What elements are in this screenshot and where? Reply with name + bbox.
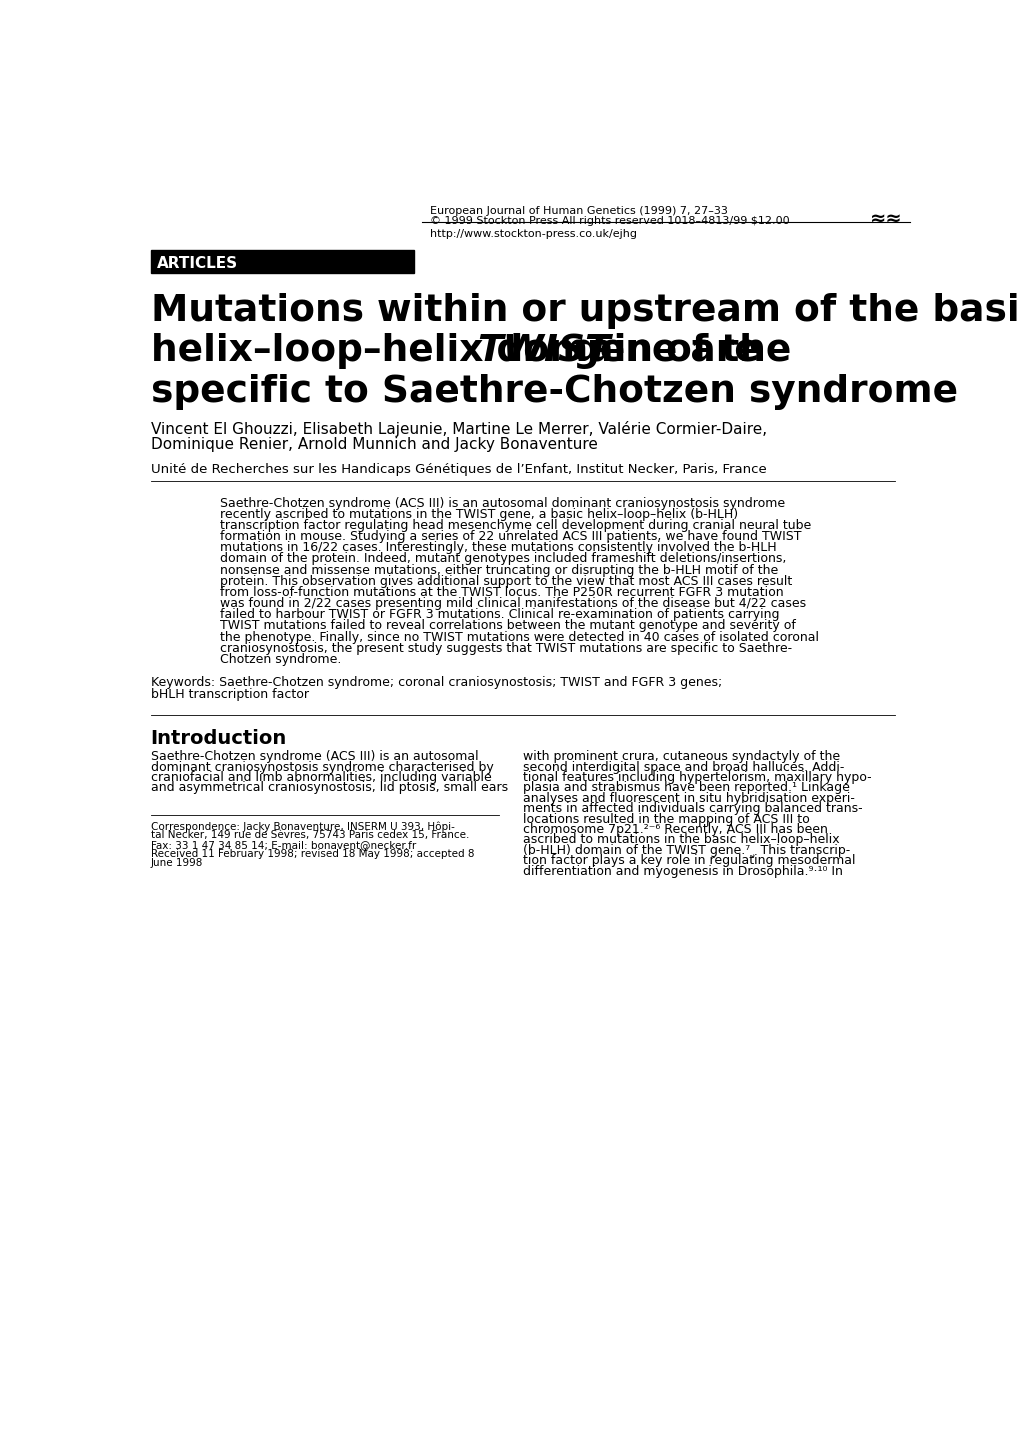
Text: Correspondence: Jacky Bonaventure, INSERM U 393, Hôpi-: Correspondence: Jacky Bonaventure, INSER…: [151, 821, 454, 831]
Text: differentiation and myogenesis in Drosophila.⁹·¹⁰ In: differentiation and myogenesis in Drosop…: [522, 864, 842, 877]
Text: analyses and fluorescent in situ hybridisation experi-: analyses and fluorescent in situ hybridi…: [522, 792, 854, 805]
Text: Mutations within or upstream of the basic: Mutations within or upstream of the basi…: [151, 293, 1019, 329]
Bar: [151, 250, 414, 273]
Text: Vincent El Ghouzzi, Elisabeth Lajeunie, Martine Le Merrer, Valérie Cormier-Daire: Vincent El Ghouzzi, Elisabeth Lajeunie, …: [151, 421, 766, 437]
Text: domain of the protein. Indeed, mutant genotypes included frameshift deletions/in: domain of the protein. Indeed, mutant ge…: [220, 553, 786, 566]
Text: from loss-of-function mutations at the TWIST locus. The P250R recurrent FGFR 3 m: from loss-of-function mutations at the T…: [220, 586, 784, 599]
Text: nonsense and missense mutations, either truncating or disrupting the b-HLH motif: nonsense and missense mutations, either …: [220, 564, 777, 577]
Text: (b-HLH) domain of the TWIST gene.⁷¸ This transcrip-: (b-HLH) domain of the TWIST gene.⁷¸ This…: [522, 844, 849, 857]
Text: Keywords: Saethre-Chotzen syndrome; coronal craniosynostosis; TWIST and FGFR 3 g: Keywords: Saethre-Chotzen syndrome; coro…: [151, 677, 721, 690]
Text: and asymmetrical craniosynostosis, lid ptosis, small ears: and asymmetrical craniosynostosis, lid p…: [151, 782, 507, 795]
Text: dominant craniosynostosis syndrome characterised by: dominant craniosynostosis syndrome chara…: [151, 760, 493, 773]
Text: Saethre-Chotzen syndrome (ACS III) is an autosomal: Saethre-Chotzen syndrome (ACS III) is an…: [151, 750, 478, 763]
Text: failed to harbour TWIST or FGFR 3 mutations. Clinical re-examination of patients: failed to harbour TWIST or FGFR 3 mutati…: [220, 608, 780, 620]
Text: tional features including hypertelorism, maxillary hypo-: tional features including hypertelorism,…: [522, 771, 870, 784]
Text: Received 11 February 1998; revised 18 May 1998; accepted 8: Received 11 February 1998; revised 18 Ma…: [151, 848, 474, 859]
Text: mutations in 16/22 cases. Interestingly, these mutations consistently involved t: mutations in 16/22 cases. Interestingly,…: [220, 541, 776, 554]
Text: Introduction: Introduction: [151, 729, 286, 747]
Text: was found in 2/22 cases presenting mild clinical manifestations of the disease b: was found in 2/22 cases presenting mild …: [220, 597, 806, 610]
Text: TWIST: TWIST: [477, 333, 610, 369]
Text: June 1998: June 1998: [151, 859, 203, 869]
Text: craniofacial and limb abnormalities, including variable: craniofacial and limb abnormalities, inc…: [151, 771, 491, 784]
Text: http://www.stockton-press.co.uk/ejhg: http://www.stockton-press.co.uk/ejhg: [429, 228, 636, 238]
Text: tal Necker, 149 rue de Sèvres, 75743 Paris cedex 15, France.: tal Necker, 149 rue de Sèvres, 75743 Par…: [151, 830, 469, 840]
Text: locations resulted in the mapping of ACS III to: locations resulted in the mapping of ACS…: [522, 812, 809, 825]
Text: with prominent crura, cutaneous syndactyly of the: with prominent crura, cutaneous syndacty…: [522, 750, 839, 763]
Text: craniosynostosis, the present study suggests that TWIST mutations are specific t: craniosynostosis, the present study sugg…: [220, 642, 792, 655]
Text: Unité de Recherches sur les Handicaps Génétiques de l’Enfant, Institut Necker, P: Unité de Recherches sur les Handicaps Gé…: [151, 463, 765, 476]
Text: Saethre-Chotzen syndrome (ACS III) is an autosomal dominant craniosynostosis syn: Saethre-Chotzen syndrome (ACS III) is an…: [220, 496, 785, 509]
Text: TWIST mutations failed to reveal correlations between the mutant genotype and se: TWIST mutations failed to reveal correla…: [220, 619, 796, 632]
Text: second interdigital space and broad halluces. Addi-: second interdigital space and broad hall…: [522, 760, 844, 773]
Text: formation in mouse. Studying a series of 22 unrelated ACS III patients, we have : formation in mouse. Studying a series of…: [220, 530, 801, 543]
Text: chromosome 7p21.²⁻⁶ Recently, ACS III has been: chromosome 7p21.²⁻⁶ Recently, ACS III ha…: [522, 823, 826, 835]
Text: helix–loop–helix domain of the: helix–loop–helix domain of the: [151, 333, 803, 369]
Text: ARTICLES: ARTICLES: [157, 255, 237, 270]
Text: specific to Saethre-Chotzen syndrome: specific to Saethre-Chotzen syndrome: [151, 374, 957, 410]
Text: tion factor plays a key role in regulating mesodermal: tion factor plays a key role in regulati…: [522, 854, 854, 867]
Text: Fax: 33 1 47 34 85 14; E-mail: bonavent@necker.fr: Fax: 33 1 47 34 85 14; E-mail: bonavent@…: [151, 840, 416, 850]
Text: plasia and strabismus have been reported.¹ Linkage: plasia and strabismus have been reported…: [522, 782, 849, 795]
Text: Chotzen syndrome.: Chotzen syndrome.: [220, 652, 341, 665]
Text: the phenotype. Finally, since no TWIST mutations were detected in 40 cases of is: the phenotype. Finally, since no TWIST m…: [220, 631, 818, 644]
Text: gene are: gene are: [559, 333, 759, 369]
Text: transcription factor regulating head mesenchyme cell development during cranial : transcription factor regulating head mes…: [220, 519, 811, 532]
Text: European Journal of Human Genetics (1999) 7, 27–33: European Journal of Human Genetics (1999…: [429, 205, 727, 215]
Text: ments in affected individuals carrying balanced trans-: ments in affected individuals carrying b…: [522, 802, 861, 815]
Text: © 1999 Stockton Press All rights reserved 1018–4813/99 $12.00: © 1999 Stockton Press All rights reserve…: [429, 215, 789, 225]
Text: bHLH transcription factor: bHLH transcription factor: [151, 687, 309, 700]
Text: ascribed to mutations in the basic helix–loop–helix: ascribed to mutations in the basic helix…: [522, 834, 839, 847]
Text: protein. This observation gives additional support to the view that most ACS III: protein. This observation gives addition…: [220, 574, 792, 587]
Text: recently ascribed to mutations in the TWIST gene, a basic helix–loop–helix (b-HL: recently ascribed to mutations in the TW…: [220, 508, 738, 521]
Text: Dominique Renier, Arnold Munnich and Jacky Bonaventure: Dominique Renier, Arnold Munnich and Jac…: [151, 436, 597, 452]
Text: ≈≈: ≈≈: [869, 209, 902, 228]
